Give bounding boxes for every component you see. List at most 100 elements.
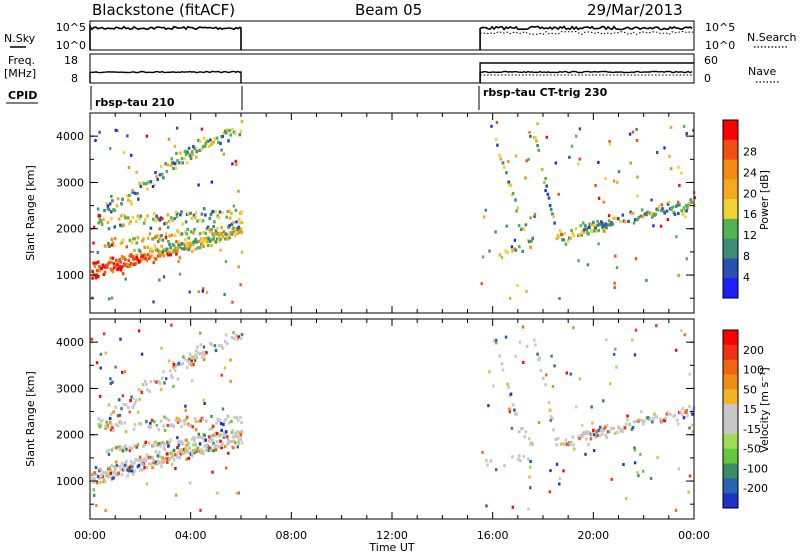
heatmap-cell bbox=[234, 159, 237, 163]
heatmap-cell bbox=[608, 140, 611, 144]
heatmap-cell bbox=[197, 290, 200, 294]
heatmap-cell bbox=[545, 184, 548, 188]
heatmap-cell bbox=[685, 209, 688, 213]
heatmap-cell bbox=[676, 200, 680, 204]
heatmap-cell bbox=[180, 448, 184, 452]
heatmap-cell bbox=[581, 221, 585, 225]
heatmap-cell bbox=[675, 203, 679, 208]
heatmap-cell bbox=[577, 259, 580, 263]
cpid-segment-1-label: rbsp-tau 210 bbox=[95, 96, 175, 109]
heatmap-cell bbox=[207, 435, 211, 439]
heatmap-cell bbox=[198, 218, 201, 222]
heatmap-cell bbox=[176, 455, 179, 459]
heatmap-cell bbox=[110, 423, 113, 427]
heatmap-cell bbox=[126, 134, 129, 138]
heatmap-cell bbox=[529, 216, 532, 220]
heatmap-cell bbox=[222, 431, 226, 435]
heatmap-cell bbox=[502, 165, 506, 169]
heatmap-cell bbox=[239, 283, 242, 287]
heatmap-cell bbox=[202, 357, 206, 361]
heatmap-cell bbox=[217, 215, 221, 220]
heatmap-cell bbox=[239, 129, 243, 133]
velocity-axis-ticks: 1000 2000 3000 4000 bbox=[56, 318, 695, 519]
heatmap-cell bbox=[636, 175, 639, 179]
heatmap-cell bbox=[193, 359, 197, 363]
heatmap-cell bbox=[92, 225, 96, 229]
heatmap-cell bbox=[160, 465, 163, 469]
heatmap-cell bbox=[628, 423, 631, 427]
heatmap-cell bbox=[203, 433, 206, 437]
heatmap-cell bbox=[145, 383, 148, 387]
heatmap-cell bbox=[565, 371, 568, 375]
heatmap-cell bbox=[95, 272, 99, 276]
heatmap-cell bbox=[622, 463, 625, 466]
heatmap-cell bbox=[209, 213, 213, 217]
nave-tick-top: 60 bbox=[704, 54, 718, 67]
colorbar-swatch bbox=[723, 359, 738, 375]
heatmap-cell bbox=[161, 217, 164, 221]
heatmap-cell bbox=[240, 119, 244, 124]
heatmap-cell bbox=[636, 471, 639, 475]
heatmap-cell bbox=[668, 200, 671, 204]
heatmap-cell bbox=[590, 432, 594, 436]
heatmap-cell bbox=[511, 403, 515, 407]
heatmap-cell bbox=[120, 461, 124, 465]
colorbar-tick-label: 8 bbox=[743, 250, 750, 263]
heatmap-cell bbox=[116, 414, 120, 418]
heatmap-cell bbox=[193, 240, 196, 244]
heatmap-cell bbox=[120, 254, 124, 259]
heatmap-cell bbox=[216, 491, 219, 495]
heatmap-cell bbox=[216, 417, 220, 421]
heatmap-cell bbox=[643, 419, 646, 423]
heatmap-cell bbox=[665, 209, 669, 213]
heatmap-cell bbox=[552, 215, 555, 219]
heatmap-cell bbox=[166, 452, 169, 456]
heatmap-cell bbox=[498, 354, 501, 358]
heatmap-cell bbox=[621, 213, 625, 217]
heatmap-cell bbox=[210, 434, 213, 438]
heatmap-cell bbox=[148, 232, 152, 236]
heatmap-cell bbox=[214, 229, 218, 233]
heatmap-cell bbox=[214, 230, 218, 234]
heatmap-cell bbox=[96, 251, 99, 254]
nsearch-tick-top: 10^5 bbox=[705, 21, 735, 34]
heatmap-cell bbox=[183, 242, 186, 246]
heatmap-cell bbox=[508, 407, 511, 411]
heatmap-cell bbox=[210, 414, 213, 418]
heatmap-cell bbox=[164, 162, 167, 166]
heatmap-cell bbox=[154, 440, 158, 444]
heatmap-cell bbox=[194, 420, 198, 424]
heatmap-cell bbox=[151, 217, 155, 221]
heatmap-cell bbox=[94, 139, 97, 142]
heatmap-cell bbox=[221, 211, 224, 215]
heatmap-cell bbox=[147, 462, 151, 466]
heatmap-cell bbox=[181, 222, 184, 226]
heatmap-cell bbox=[145, 453, 149, 457]
heatmap-cell bbox=[204, 141, 208, 145]
heatmap-cell bbox=[118, 265, 121, 269]
heatmap-cell bbox=[128, 221, 131, 226]
heatmap-cell bbox=[225, 215, 229, 219]
colorbar-swatch bbox=[723, 419, 738, 435]
heatmap-cell bbox=[194, 211, 198, 215]
heatmap-cell bbox=[608, 142, 612, 146]
heatmap-cell bbox=[103, 265, 107, 269]
nsky-series-line bbox=[89, 24, 693, 50]
heatmap-cell bbox=[630, 427, 634, 431]
heatmap-cell bbox=[120, 407, 123, 411]
heatmap-cell bbox=[193, 146, 197, 151]
heatmap-cell bbox=[120, 265, 124, 269]
heatmap-cell bbox=[130, 241, 134, 245]
heatmap-cell bbox=[131, 190, 135, 194]
heatmap-cell bbox=[195, 240, 198, 244]
heatmap-cell bbox=[137, 388, 140, 392]
heatmap-cell bbox=[94, 276, 98, 280]
heatmap-cell bbox=[671, 205, 674, 209]
heatmap-cell bbox=[156, 239, 160, 244]
heatmap-cell bbox=[199, 508, 202, 512]
heatmap-cell bbox=[155, 247, 159, 251]
heatmap-cell bbox=[227, 233, 230, 237]
heatmap-cell bbox=[149, 425, 153, 429]
heatmap-cell bbox=[537, 148, 541, 152]
heatmap-cell bbox=[589, 437, 593, 441]
